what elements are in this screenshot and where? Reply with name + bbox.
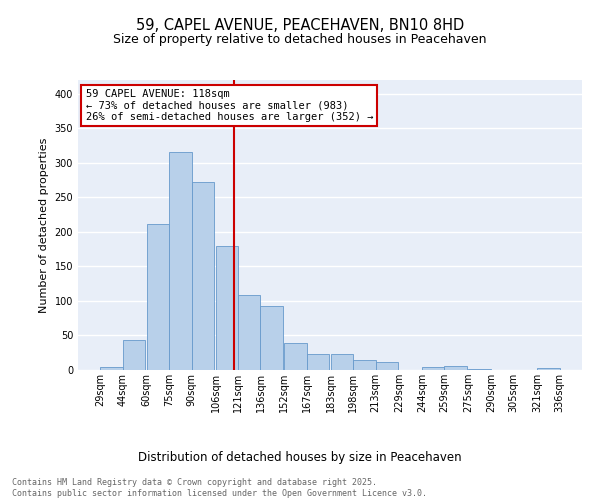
Bar bbox=[169, 152, 191, 370]
Text: 59 CAPEL AVENUE: 118sqm
← 73% of detached houses are smaller (983)
26% of semi-d: 59 CAPEL AVENUE: 118sqm ← 73% of detache… bbox=[86, 88, 373, 122]
Bar bbox=[353, 360, 376, 370]
Bar bbox=[284, 343, 307, 370]
Bar bbox=[147, 224, 169, 370]
Bar bbox=[100, 366, 123, 370]
Bar bbox=[238, 296, 260, 370]
Text: Size of property relative to detached houses in Peacehaven: Size of property relative to detached ho… bbox=[113, 32, 487, 46]
Y-axis label: Number of detached properties: Number of detached properties bbox=[39, 138, 49, 312]
Bar bbox=[422, 366, 445, 370]
Text: Distribution of detached houses by size in Peacehaven: Distribution of detached houses by size … bbox=[138, 451, 462, 464]
Text: 59, CAPEL AVENUE, PEACEHAVEN, BN10 8HD: 59, CAPEL AVENUE, PEACEHAVEN, BN10 8HD bbox=[136, 18, 464, 32]
Bar bbox=[445, 366, 467, 370]
Bar bbox=[537, 368, 560, 370]
Bar bbox=[260, 306, 283, 370]
Bar bbox=[215, 246, 238, 370]
Bar bbox=[191, 182, 214, 370]
Bar bbox=[123, 340, 145, 370]
Bar bbox=[331, 354, 353, 370]
Text: Contains HM Land Registry data © Crown copyright and database right 2025.
Contai: Contains HM Land Registry data © Crown c… bbox=[12, 478, 427, 498]
Bar bbox=[376, 362, 398, 370]
Bar bbox=[307, 354, 329, 370]
